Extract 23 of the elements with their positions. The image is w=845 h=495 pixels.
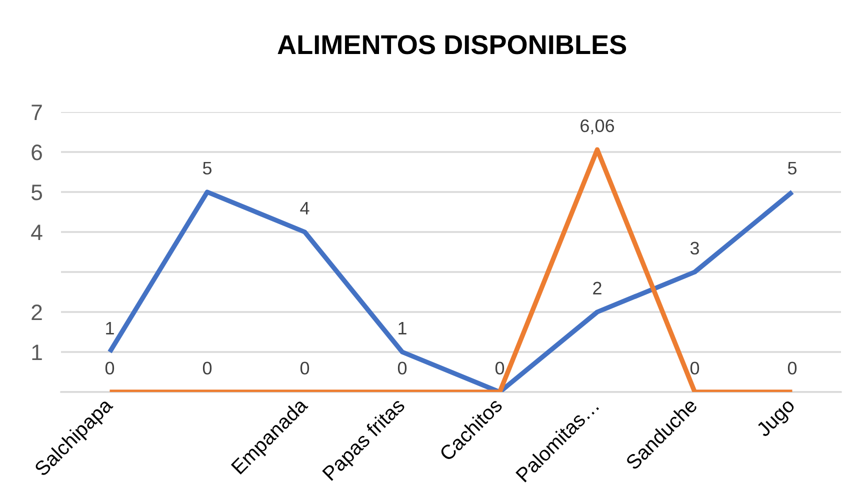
data-label: 4: [300, 202, 310, 214]
y-tick-label: 1: [32, 344, 42, 360]
data-label: 0: [495, 362, 504, 375]
y-tick-label: 2: [32, 304, 42, 320]
data-label: 0: [398, 362, 407, 375]
data-label: 5: [202, 162, 212, 175]
data-label: 1: [398, 322, 406, 334]
data-label: 2: [593, 282, 602, 294]
y-tick-label: 7: [32, 104, 42, 120]
data-label: 3: [690, 242, 699, 255]
data-label: 0: [300, 362, 310, 375]
y-tick-label: 4: [31, 224, 42, 240]
y-tick-label: 5: [31, 184, 42, 200]
data-label: 0: [690, 362, 700, 375]
data-label: 6,06: [580, 119, 614, 134]
data-label: 0: [788, 362, 797, 375]
y-tick-label: 6: [32, 144, 42, 160]
data-label: 5: [788, 162, 797, 175]
data-label: 1: [106, 322, 114, 334]
chart-title: ALIMENTOS DISPONIBLES: [278, 35, 626, 54]
data-label: 0: [105, 362, 114, 375]
data-label: 0: [202, 362, 212, 375]
line-series: [107, 190, 795, 392]
